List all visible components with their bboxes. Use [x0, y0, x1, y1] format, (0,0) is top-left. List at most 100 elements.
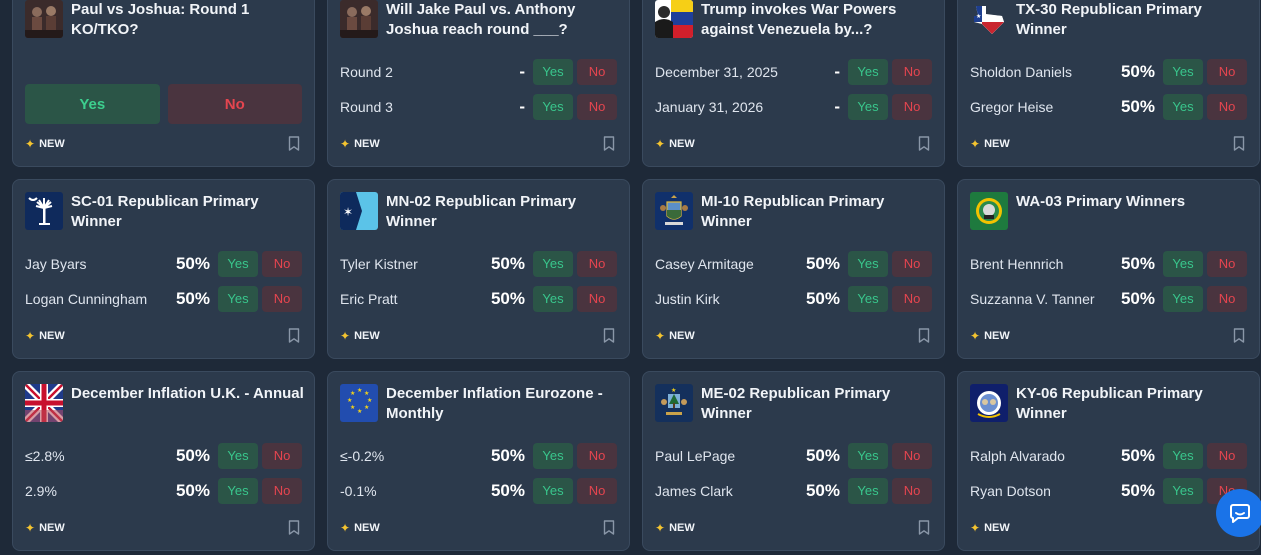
- yes-button[interactable]: Yes: [848, 477, 888, 504]
- bookmark-icon[interactable]: [288, 328, 300, 343]
- bookmark-icon[interactable]: [918, 520, 930, 535]
- yes-button[interactable]: Yes: [1163, 477, 1203, 504]
- market-card[interactable]: ★ TX-30 Republican Primary Winner Sholdo…: [957, 0, 1260, 167]
- no-button[interactable]: No: [262, 477, 302, 504]
- no-button[interactable]: No: [892, 285, 932, 312]
- sparkle-icon: ✦: [655, 520, 666, 535]
- yes-button[interactable]: Yes: [533, 58, 573, 85]
- yes-button[interactable]: Yes: [218, 285, 258, 312]
- outcome-row: -0.1% 50% Yes No: [340, 473, 617, 508]
- yes-button[interactable]: Yes: [848, 250, 888, 277]
- sparkle-icon: ✦: [25, 136, 36, 151]
- no-button[interactable]: No: [167, 84, 302, 124]
- no-button[interactable]: No: [577, 93, 617, 120]
- market-card[interactable]: Trump invokes War Powers against Venezue…: [642, 0, 945, 167]
- market-card[interactable]: ✶ MN-02 Republican Primary Winner Tyler …: [327, 179, 630, 359]
- yes-button[interactable]: Yes: [1163, 93, 1203, 120]
- market-card[interactable]: ★ ★ ★ ★ ★ ★ ★ ★ December Inflation Eurozone - M…: [327, 371, 630, 551]
- no-button[interactable]: No: [892, 58, 932, 85]
- yes-button[interactable]: Yes: [218, 477, 258, 504]
- chat-button[interactable]: [1216, 489, 1261, 537]
- no-button[interactable]: No: [892, 477, 932, 504]
- svg-text:★: ★: [671, 387, 676, 394]
- yes-button[interactable]: Yes: [533, 93, 573, 120]
- bookmark-icon[interactable]: [288, 520, 300, 535]
- outcome-percent: 50%: [490, 288, 525, 308]
- svg-text:★: ★: [976, 13, 981, 20]
- yes-button[interactable]: Yes: [1163, 285, 1203, 312]
- outcome-row: James Clark 50% Yes No: [655, 473, 932, 508]
- svg-text:✶: ✶: [343, 205, 353, 219]
- no-button[interactable]: No: [1207, 285, 1247, 312]
- card-footer: ✦ NEW: [25, 328, 300, 343]
- market-card[interactable]: KY-06 Republican Primary Winner Ralph Al…: [957, 371, 1260, 551]
- yes-button[interactable]: Yes: [533, 442, 573, 469]
- market-card[interactable]: SC-01 Republican Primary Winner Jay Byar…: [12, 179, 315, 359]
- yes-button[interactable]: Yes: [848, 93, 888, 120]
- bookmark-icon[interactable]: [603, 520, 615, 535]
- yes-button[interactable]: Yes: [1163, 442, 1203, 469]
- no-button[interactable]: No: [577, 477, 617, 504]
- new-label: NEW: [354, 329, 380, 342]
- market-card[interactable]: WA-03 Primary Winners Brent Hennrich 50%…: [957, 179, 1260, 359]
- yes-button[interactable]: Yes: [533, 250, 573, 277]
- bookmark-icon[interactable]: [603, 136, 615, 151]
- no-button[interactable]: No: [577, 442, 617, 469]
- south-carolina-flag-icon: [25, 192, 63, 230]
- new-badge: ✦ NEW: [340, 521, 380, 535]
- market-card[interactable]: ★ ME-02 Republican Primary Winner Paul L…: [642, 371, 945, 551]
- yes-button[interactable]: Yes: [848, 58, 888, 85]
- sparkle-icon: ✦: [655, 328, 666, 343]
- market-card[interactable]: December Inflation U.K. - Annual ≤2.8% 5…: [12, 371, 315, 551]
- no-button[interactable]: No: [892, 442, 932, 469]
- outcome-row: Justin Kirk 50% Yes No: [655, 281, 932, 316]
- outcome-percent: 50%: [1120, 445, 1155, 465]
- yes-button[interactable]: Yes: [25, 84, 160, 124]
- outcome-row: Logan Cunningham 50% Yes No: [25, 281, 302, 316]
- sparkle-icon: ✦: [340, 520, 351, 535]
- sparkle-icon: ✦: [970, 328, 981, 343]
- bookmark-icon[interactable]: [918, 136, 930, 151]
- no-button[interactable]: No: [892, 93, 932, 120]
- market-card[interactable]: Paul vs Joshua: Round 1 KO/TKO? Yes No ✦…: [12, 0, 315, 167]
- new-label: NEW: [354, 521, 380, 534]
- bookmark-icon[interactable]: [1233, 328, 1245, 343]
- svg-text:★: ★: [357, 387, 362, 394]
- card-footer: ✦ NEW: [970, 520, 1245, 535]
- yes-button[interactable]: Yes: [533, 477, 573, 504]
- outcome-percent: 50%: [175, 288, 210, 308]
- yes-button[interactable]: Yes: [218, 250, 258, 277]
- no-button[interactable]: No: [577, 58, 617, 85]
- bookmark-icon[interactable]: [918, 328, 930, 343]
- no-button[interactable]: No: [1207, 93, 1247, 120]
- yes-button[interactable]: Yes: [848, 442, 888, 469]
- no-button[interactable]: No: [1207, 58, 1247, 85]
- yes-button[interactable]: Yes: [848, 285, 888, 312]
- no-button[interactable]: No: [892, 250, 932, 277]
- market-card[interactable]: MI-10 Republican Primary Winner Casey Ar…: [642, 179, 945, 359]
- no-button[interactable]: No: [1207, 442, 1247, 469]
- card-header: WA-03 Primary Winners: [970, 192, 1249, 230]
- no-button[interactable]: No: [1207, 250, 1247, 277]
- no-button[interactable]: No: [577, 250, 617, 277]
- new-label: NEW: [39, 137, 65, 150]
- yes-button[interactable]: Yes: [1163, 250, 1203, 277]
- bookmark-icon[interactable]: [1233, 136, 1245, 151]
- washington-flag-icon: [970, 192, 1008, 230]
- new-label: NEW: [984, 521, 1010, 534]
- outcome-row: December 31, 2025 - Yes No: [655, 54, 932, 89]
- boxing-photo-icon: [340, 0, 378, 38]
- no-button[interactable]: No: [262, 442, 302, 469]
- no-button[interactable]: No: [262, 285, 302, 312]
- svg-text:★: ★: [364, 390, 369, 397]
- yes-button[interactable]: Yes: [533, 285, 573, 312]
- outcome-percent: 50%: [1120, 480, 1155, 500]
- yes-button[interactable]: Yes: [218, 442, 258, 469]
- bookmark-icon[interactable]: [603, 328, 615, 343]
- market-card[interactable]: Will Jake Paul vs. Anthony Joshua reach …: [327, 0, 630, 167]
- no-button[interactable]: No: [577, 285, 617, 312]
- no-button[interactable]: No: [262, 250, 302, 277]
- yes-button[interactable]: Yes: [1163, 58, 1203, 85]
- bookmark-icon[interactable]: [288, 136, 300, 151]
- svg-text:★: ★: [350, 404, 355, 411]
